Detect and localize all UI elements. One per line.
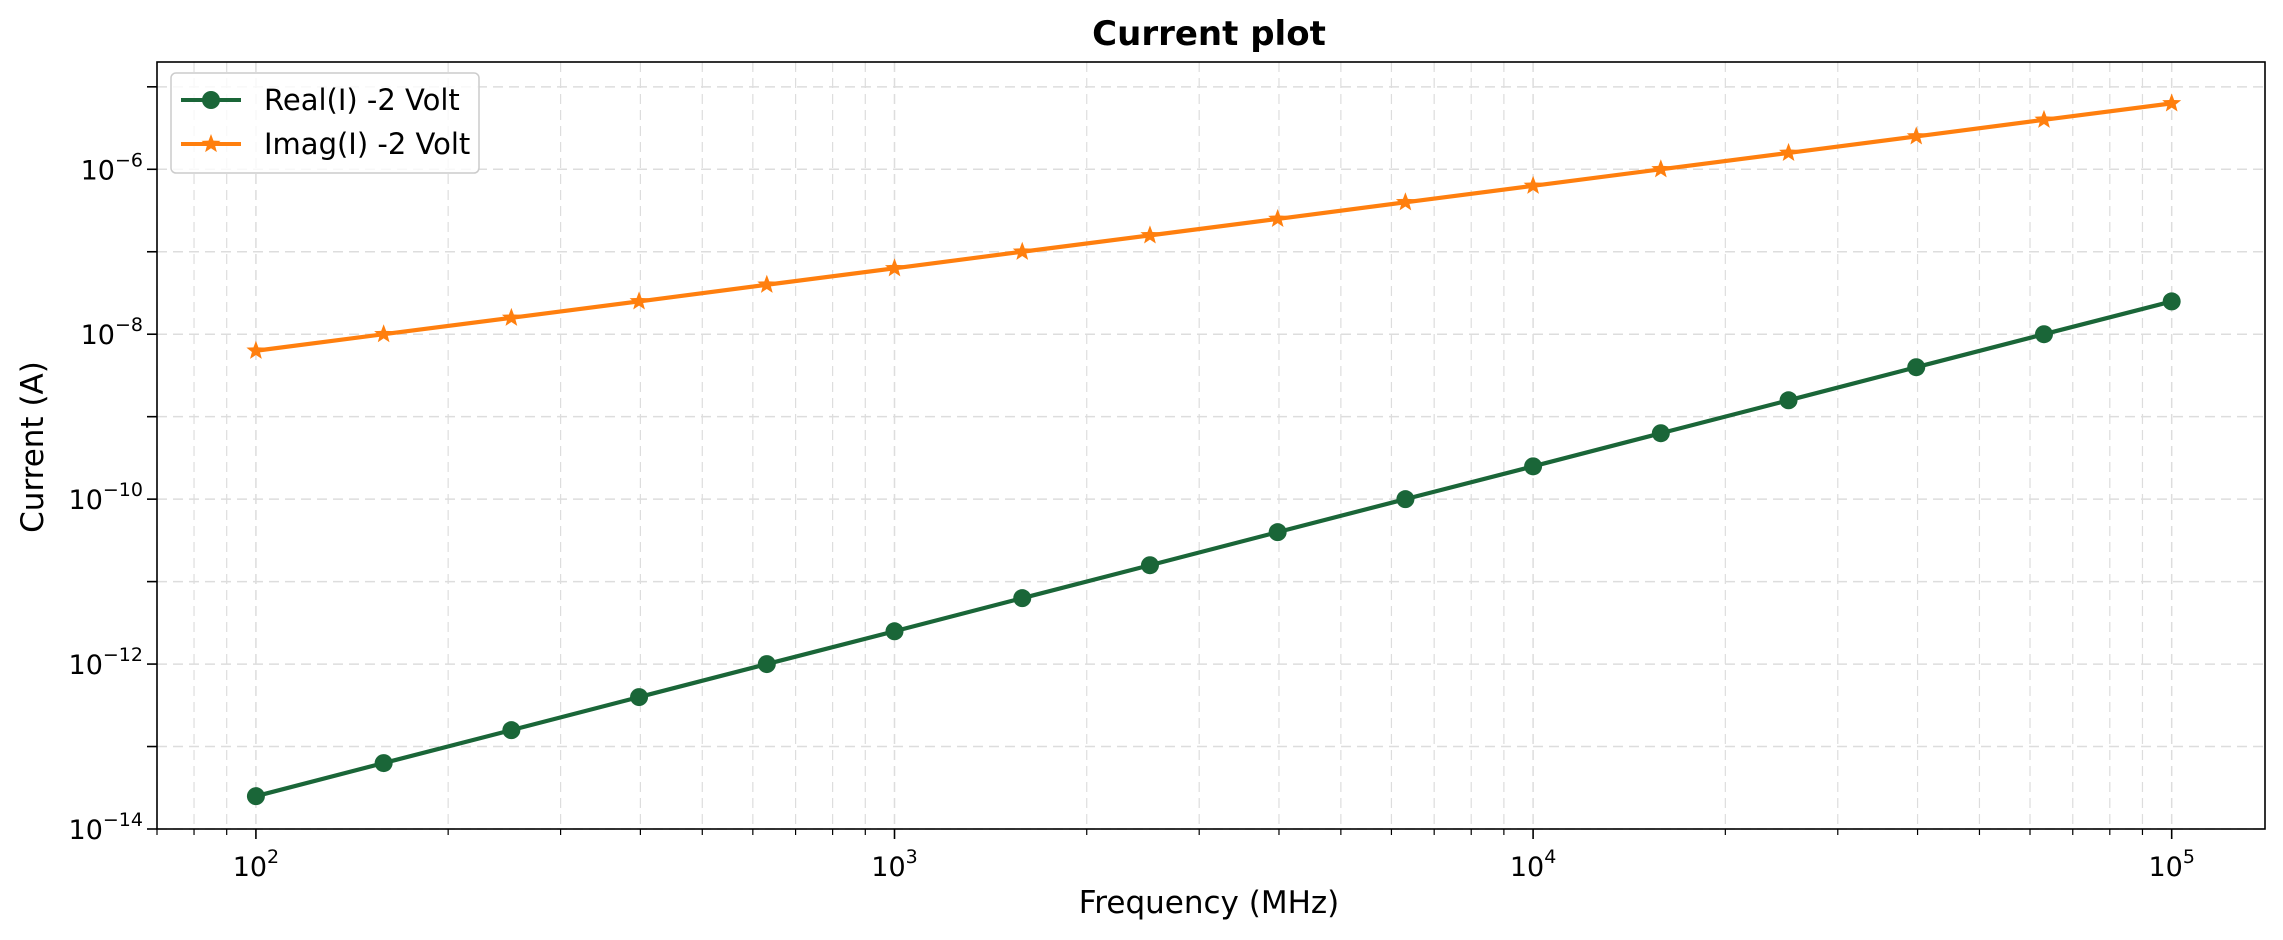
- data-point: [1140, 556, 1159, 575]
- data-point: [2162, 93, 2182, 112]
- y-tick-label: 10−10: [69, 479, 143, 516]
- series-line: [253, 299, 2174, 799]
- data-point: [1140, 225, 1160, 244]
- data-point: [1268, 523, 1287, 542]
- data-point: [1651, 424, 1670, 443]
- series-real: [246, 292, 2181, 806]
- chart-title: Current plot: [1092, 14, 1326, 54]
- series-layer: [246, 93, 2182, 806]
- x-tick-label: 103: [871, 846, 917, 883]
- data-point: [1524, 457, 1543, 476]
- y-axis-label: Current (A): [15, 361, 51, 533]
- data-point: [1906, 126, 1926, 145]
- data-point: [757, 274, 777, 293]
- y-tick-label: 10−14: [69, 809, 143, 846]
- legend: Real(I) -2 Volt Imag(I) -2 Volt: [170, 72, 480, 174]
- series-line: [253, 101, 2174, 353]
- data-point: [246, 787, 265, 806]
- data-point: [885, 258, 905, 277]
- data-point: [629, 291, 649, 310]
- data-point: [630, 688, 649, 707]
- data-point: [2034, 109, 2054, 128]
- x-tick-label: 105: [2148, 846, 2194, 883]
- data-point: [1651, 159, 1671, 178]
- legend-marker-shape: [201, 134, 221, 153]
- data-point: [885, 622, 904, 641]
- data-point: [2162, 292, 2181, 311]
- data-point: [246, 340, 266, 359]
- series-imag: [246, 93, 2182, 359]
- data-point: [1396, 490, 1415, 509]
- data-point: [502, 721, 521, 740]
- y-tick-label: 10−8: [81, 314, 143, 351]
- y-tick-label: 10−12: [69, 644, 143, 681]
- legend-marker-real: [202, 91, 220, 109]
- legend-entry-real: Real(I) -2 Volt: [181, 83, 460, 117]
- axis-ticks: 102 103 104 105 10−14 10−12 10−10 10−8 10−6: [69, 86, 2195, 883]
- data-point: [374, 754, 393, 773]
- data-point: [1013, 589, 1032, 608]
- x-tick-label: 102: [233, 846, 279, 883]
- data-point: [2034, 325, 2053, 344]
- legend-entry-imag: Imag(I) -2 Volt: [181, 127, 470, 161]
- data-point: [1395, 192, 1415, 211]
- legend-label-imag: Imag(I) -2 Volt: [264, 127, 470, 161]
- data-point: [1907, 358, 1926, 377]
- grid-lines: [156, 62, 2265, 830]
- data-point: [1268, 208, 1288, 228]
- data-point: [1012, 241, 1032, 260]
- data-point: [374, 324, 394, 343]
- x-tick-label: 104: [1510, 846, 1556, 883]
- data-point: [1779, 391, 1798, 410]
- data-point: [501, 307, 521, 326]
- legend-label-real: Real(I) -2 Volt: [264, 83, 460, 117]
- data-point: [1779, 142, 1799, 161]
- y-tick-label: 10−6: [81, 149, 143, 186]
- data-point: [1523, 175, 1543, 194]
- plot-frame: [156, 61, 2266, 830]
- legend-box: [170, 72, 480, 174]
- x-axis-label: Frequency (MHz): [1079, 885, 1340, 921]
- legend-marker-shape: [202, 91, 220, 109]
- data-point: [757, 655, 776, 674]
- legend-marker-imag: [201, 134, 221, 153]
